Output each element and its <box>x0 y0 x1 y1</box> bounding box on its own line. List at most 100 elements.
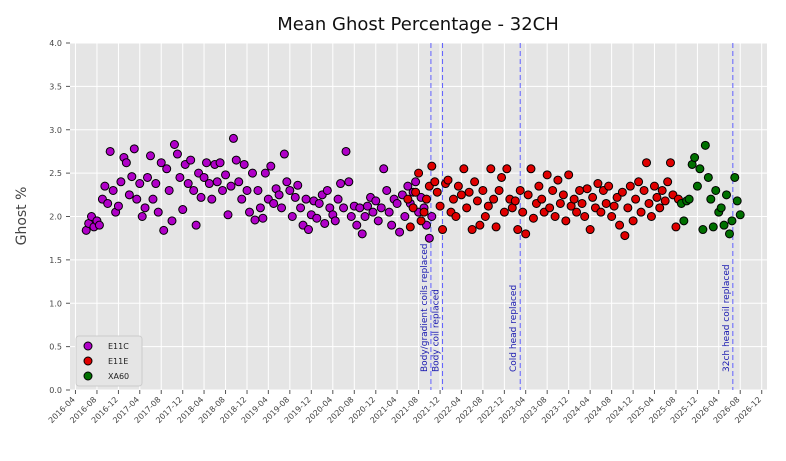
data-point <box>408 203 418 213</box>
data-point <box>636 207 646 217</box>
data-point <box>424 233 434 243</box>
data-point <box>545 203 555 213</box>
data-point <box>730 172 740 182</box>
data-point <box>411 177 421 187</box>
y-axis-label: Ghost % <box>14 187 30 246</box>
data-point <box>162 164 172 174</box>
data-point <box>580 212 590 221</box>
data-point <box>202 158 212 168</box>
data-point <box>486 164 496 174</box>
data-point <box>172 149 182 159</box>
data-point <box>228 133 238 143</box>
data-point <box>665 158 675 168</box>
data-point <box>260 168 270 178</box>
data-point <box>430 177 440 187</box>
data-point <box>459 164 469 174</box>
data-point <box>550 212 560 221</box>
data-point <box>199 172 209 182</box>
data-point <box>279 149 289 159</box>
data-point <box>657 185 667 195</box>
data-point <box>542 170 552 180</box>
data-point <box>719 220 729 230</box>
data-point <box>703 172 713 182</box>
y-tick-label: 0.0 <box>49 386 62 395</box>
data-point <box>269 198 279 208</box>
legend-label: XA60 <box>108 372 129 381</box>
y-tick-label: 4.0 <box>49 39 62 48</box>
legend-box <box>75 335 143 387</box>
data-point <box>234 177 244 187</box>
data-point <box>727 216 737 226</box>
data-point <box>253 185 263 195</box>
data-points <box>81 133 745 243</box>
data-point <box>596 207 606 217</box>
data-point <box>422 194 432 204</box>
y-tick-label: 1.0 <box>49 299 62 308</box>
data-point <box>523 190 533 200</box>
data-point <box>558 190 568 200</box>
data-point <box>695 164 705 174</box>
data-point <box>373 216 383 226</box>
data-point <box>274 190 284 200</box>
data-point <box>528 213 538 223</box>
data-point <box>121 158 131 168</box>
legend-label: E11E <box>108 357 128 366</box>
data-point <box>588 192 598 202</box>
annotation-label: 32ch head coil replaced <box>722 264 732 372</box>
data-point <box>609 201 619 211</box>
data-point <box>113 201 123 211</box>
data-point <box>561 216 571 226</box>
data-point <box>379 164 389 174</box>
data-point <box>164 185 174 195</box>
data-point <box>416 216 426 226</box>
data-point <box>548 185 558 195</box>
data-point <box>226 181 236 191</box>
data-point <box>333 194 343 204</box>
data-point <box>427 161 437 171</box>
data-point <box>698 225 708 235</box>
data-point <box>244 207 254 217</box>
data-point <box>355 203 365 213</box>
data-point <box>186 155 196 165</box>
data-point <box>339 203 349 213</box>
data-point <box>223 210 233 220</box>
data-point <box>148 194 158 204</box>
data-point <box>189 185 199 195</box>
data-point <box>132 194 142 204</box>
data-point <box>604 181 614 191</box>
chart-title: Mean Ghost Percentage - 32CH <box>277 14 559 35</box>
data-point <box>555 198 565 208</box>
data-point <box>285 185 295 195</box>
data-point <box>692 181 702 191</box>
data-point <box>564 170 574 180</box>
data-point <box>671 222 681 232</box>
data-point <box>94 220 104 230</box>
data-point <box>287 212 297 221</box>
data-point <box>301 194 311 204</box>
data-point <box>526 164 536 174</box>
data-point <box>231 155 241 165</box>
data-point <box>218 185 228 195</box>
data-point <box>167 216 177 226</box>
data-point <box>312 213 322 223</box>
data-point <box>403 194 413 204</box>
data-point <box>475 220 485 230</box>
data-point <box>151 179 161 189</box>
data-point <box>499 207 509 217</box>
data-point <box>649 181 659 191</box>
data-point <box>371 196 381 206</box>
data-point <box>143 172 153 182</box>
x-axis-ticks: 2016-042016-082016-122017-042017-082017-… <box>47 390 763 425</box>
data-point <box>108 185 118 195</box>
data-point <box>502 164 512 174</box>
data-point <box>221 170 231 180</box>
data-point <box>467 225 477 235</box>
data-point <box>537 194 547 204</box>
data-point <box>314 198 324 208</box>
data-point <box>607 212 617 221</box>
data-point <box>336 179 346 189</box>
data-point <box>451 212 461 221</box>
data-point <box>453 181 463 191</box>
data-point <box>732 196 742 206</box>
data-point <box>414 168 424 178</box>
